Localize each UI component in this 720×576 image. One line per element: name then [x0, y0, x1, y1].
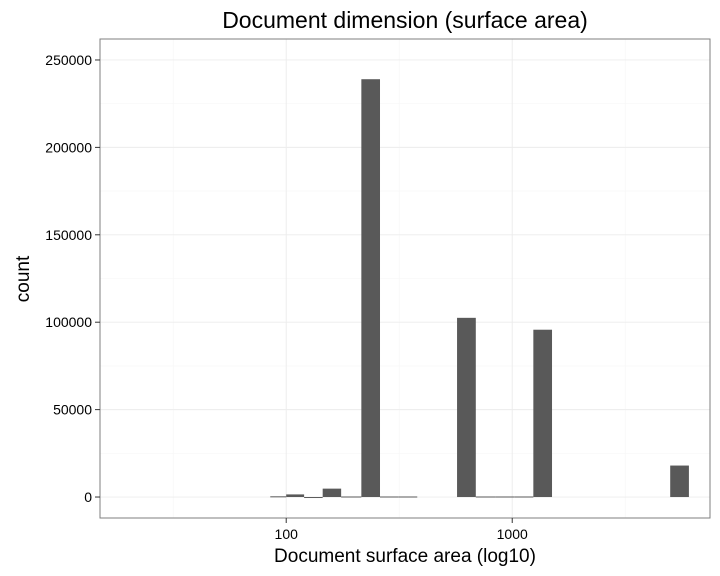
histogram-bars: [270, 79, 689, 499]
y-tick-label: 150000: [45, 227, 92, 243]
histogram-bar: [304, 497, 323, 499]
plot-border: [99, 38, 711, 519]
histogram-bar: [475, 496, 496, 498]
y-tick-label: 50000: [53, 402, 92, 418]
y-tick-label: 0: [84, 489, 92, 505]
grid-lines: [100, 39, 710, 518]
histogram-bar: [398, 496, 418, 498]
histogram-bar: [533, 329, 553, 498]
histogram-bar: [270, 496, 287, 498]
y-tick-label: 200000: [45, 139, 92, 155]
chart-title: Document dimension (surface area): [222, 7, 588, 33]
histogram-bar: [322, 488, 342, 498]
histogram-bar: [380, 496, 399, 498]
x-axis: 100 1000: [275, 518, 528, 542]
y-tick-label: 100000: [45, 314, 92, 330]
histogram-bar: [286, 494, 305, 498]
x-tick-label: 1000: [497, 526, 528, 542]
y-tick-label: 250000: [45, 52, 92, 68]
histogram-bar: [361, 79, 381, 498]
x-tick-label: 100: [275, 526, 299, 542]
histogram-bar: [495, 496, 515, 498]
histogram-bar: [341, 496, 362, 498]
y-axis: 0 50000 100000 150000 200000 250000: [45, 52, 100, 505]
histogram-bar: [670, 465, 689, 498]
y-axis-title: count: [13, 255, 34, 302]
histogram-bar: [514, 496, 534, 498]
histogram-bar: [457, 317, 476, 498]
x-axis-title: Document surface area (log10): [274, 546, 536, 567]
